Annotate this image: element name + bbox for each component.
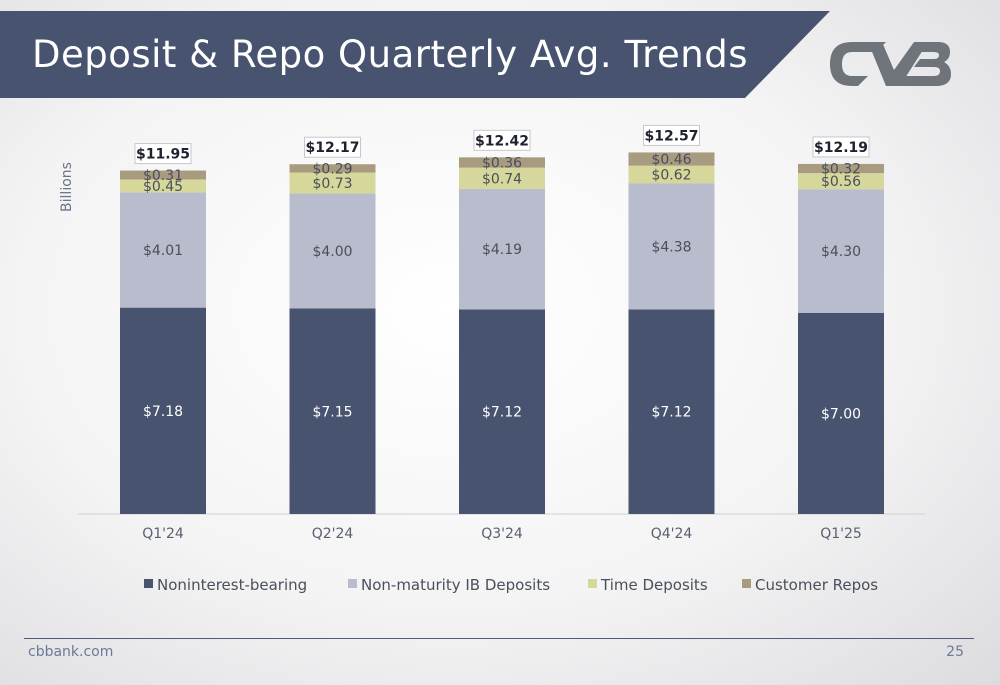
total-label-box: [134, 143, 192, 165]
legend-swatch: [742, 579, 751, 588]
total-label-box: [473, 129, 531, 151]
data-label: $0.36: [482, 156, 522, 172]
bar-time-deposits-4: [798, 173, 884, 190]
data-label: $4.30: [821, 244, 861, 260]
legend-swatch: [348, 579, 357, 588]
data-label: $0.62: [651, 168, 691, 184]
bar-non-maturity-ib-deposits-2: [459, 188, 545, 310]
bar-non-maturity-ib-deposits-0: [120, 192, 206, 308]
bar-time-deposits-1: [289, 172, 376, 194]
data-label: $0.56: [821, 174, 861, 190]
bar-non-maturity-ib-deposits-1: [289, 193, 376, 309]
bar-customer-repos-0: [120, 170, 206, 180]
category-label: Q3'24: [481, 526, 523, 542]
bar-noninterest-bearing-2: [459, 309, 545, 514]
data-label: $0.46: [651, 152, 691, 168]
legend-swatch: [144, 579, 153, 588]
bar-noninterest-bearing-3: [628, 309, 715, 514]
data-label: $0.74: [482, 171, 522, 187]
total-label: $11.95: [136, 147, 190, 163]
bar-customer-repos-3: [628, 152, 715, 166]
bar-noninterest-bearing-1: [289, 308, 376, 514]
total-label: $12.57: [644, 128, 698, 144]
data-label: $4.19: [482, 242, 522, 258]
y-axis-label: Billions: [59, 162, 75, 212]
data-label: $4.00: [312, 244, 352, 260]
cvb-logo-icon: [830, 42, 951, 86]
footer-website: cbbank.com: [28, 644, 114, 660]
title-banner: [0, 11, 830, 98]
data-label: $0.32: [821, 162, 861, 178]
footer-divider: [24, 638, 974, 639]
total-label-box: [812, 136, 870, 158]
data-label: $0.45: [143, 179, 183, 195]
bar-non-maturity-ib-deposits-4: [798, 189, 884, 313]
total-label-box: [643, 124, 700, 146]
data-label: $0.31: [143, 168, 183, 184]
data-label: $0.29: [312, 161, 352, 177]
bar-customer-repos-1: [289, 164, 376, 173]
legend-item: Non-maturity IB Deposits: [361, 576, 550, 594]
data-label: $7.12: [482, 405, 522, 421]
bar-customer-repos-2: [459, 157, 545, 168]
legend-item: Noninterest-bearing: [157, 576, 307, 594]
total-label-box: [304, 136, 361, 158]
data-label: $4.01: [143, 243, 183, 259]
total-label: $12.42: [475, 133, 529, 149]
bar-time-deposits-0: [120, 179, 206, 193]
total-label: $12.19: [814, 140, 868, 156]
bar-non-maturity-ib-deposits-3: [628, 183, 715, 310]
page-title: Deposit & Repo Quarterly Avg. Trends: [32, 33, 748, 76]
bar-customer-repos-4: [798, 163, 884, 174]
category-label: Q1'25: [820, 526, 862, 542]
total-label: $12.17: [305, 140, 359, 156]
bar-noninterest-bearing-4: [798, 312, 884, 514]
bar-time-deposits-2: [459, 167, 545, 189]
category-label: Q2'24: [312, 526, 354, 542]
bar-noninterest-bearing-0: [120, 307, 206, 514]
data-label: $7.12: [651, 405, 691, 421]
data-label: $0.73: [312, 176, 352, 192]
category-label: Q1'24: [142, 526, 184, 542]
category-label: Q4'24: [651, 526, 693, 542]
legend-item: Time Deposits: [600, 576, 708, 594]
page-number: 25: [946, 644, 964, 660]
legend-item: Customer Repos: [755, 576, 878, 594]
data-label: $4.38: [651, 239, 691, 255]
data-label: $7.00: [821, 406, 861, 422]
data-label: $7.18: [143, 404, 183, 420]
bar-time-deposits-3: [628, 165, 715, 184]
data-label: $7.15: [312, 404, 352, 420]
legend-swatch: [588, 579, 597, 588]
